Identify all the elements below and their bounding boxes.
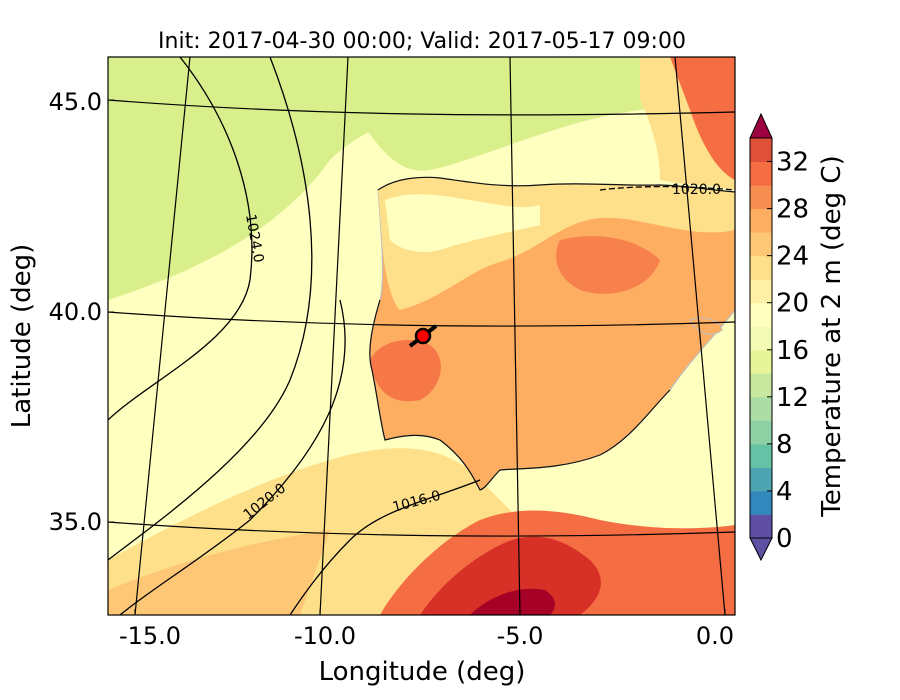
- hot-patch-ebro: [556, 236, 660, 294]
- colorbar-band: [750, 349, 772, 374]
- colorbar-band: [750, 208, 772, 233]
- colorbar-band: [750, 232, 772, 257]
- x-tick-label: -15.0: [119, 622, 181, 650]
- cantabrian-cool: [385, 194, 540, 252]
- hot-patch-portugal: [370, 340, 441, 402]
- graticule: [108, 57, 735, 615]
- isobar-1020-north: [599, 185, 735, 191]
- colorbar-tick-label: 4: [776, 477, 793, 507]
- isobar-1022: [108, 57, 313, 561]
- colorbar-band: [750, 420, 772, 445]
- meridian-neg10: [319, 57, 349, 615]
- colorbar-band: [750, 396, 772, 421]
- colorbar-under-arrow: [749, 537, 773, 562]
- meridian-0: [674, 57, 726, 615]
- x-axis: -15.0 -10.0 -5.0 0.0 Longitude (deg): [119, 609, 734, 687]
- colorbar-tick-label: 16: [776, 336, 809, 366]
- colorbar-band: [750, 514, 772, 539]
- south-coastline: [369, 299, 671, 491]
- location-marker: [414, 327, 432, 345]
- isobar-1016: [289, 479, 481, 615]
- colorbar-bands: [750, 138, 772, 539]
- colorbar-tick-label: 12: [776, 383, 809, 413]
- colorbar-label: Temperature at 2 m (deg C): [817, 155, 847, 517]
- colorbar-tick-label: 28: [776, 195, 809, 225]
- north-coastline: [377, 176, 735, 193]
- colorbar-tick-label: 24: [776, 242, 809, 272]
- bay-of-biscay: [330, 57, 735, 171]
- sea-warmer-band: [108, 530, 330, 615]
- colorbar-tick-label: 8: [776, 430, 793, 460]
- atlas-extreme: [470, 588, 555, 615]
- isobars: [108, 57, 735, 615]
- colorbar-band: [750, 373, 772, 398]
- meridian-neg5: [509, 57, 521, 615]
- colorbar-band: [750, 443, 772, 468]
- colorbar-tick-label: 0: [776, 524, 793, 554]
- y-axis-label: Latitude (deg): [7, 244, 37, 429]
- colorbar-band: [750, 161, 772, 186]
- colorbar-tick-label: 32: [776, 148, 809, 178]
- x-axis-label: Longitude (deg): [319, 657, 526, 687]
- isobar-label-1020-north: 1020.0: [672, 182, 721, 198]
- morocco-hot: [420, 536, 601, 615]
- colorbar-band: [750, 326, 772, 351]
- colorbar-band: [750, 279, 772, 304]
- colorbar-band: [750, 138, 772, 163]
- colorbar-over-arrow: [749, 112, 773, 139]
- x-tick-label: -5.0: [497, 622, 544, 650]
- colorbar-band: [750, 490, 772, 515]
- parallel-35: [108, 521, 735, 537]
- meridian-neg15: [134, 57, 191, 615]
- france-hot: [670, 57, 735, 180]
- chart-title: Init: 2017-04-30 00:00; Valid: 2017-05-1…: [158, 29, 686, 54]
- isobar-1024: [108, 57, 253, 421]
- parallel-40: [108, 311, 735, 327]
- y-tick-label: 35.0: [49, 508, 102, 536]
- y-axis: 45.0 40.0 35.0 Latitude (deg): [7, 88, 114, 536]
- parallel-45: [108, 99, 735, 116]
- colorbar-band: [750, 185, 772, 210]
- y-tick-label: 40.0: [49, 298, 102, 326]
- colorbar-frame: [749, 137, 773, 539]
- x-tick-label: 0.0: [696, 622, 734, 650]
- map-frame: [107, 56, 736, 616]
- colorbar-band: [750, 302, 772, 327]
- map-area: 1024.0 1020.0 1016.0 1020.0: [108, 57, 735, 615]
- colorbar-band: [750, 467, 772, 492]
- colorbar-tick-label: 20: [776, 289, 809, 319]
- x-tick-label: -10.0: [294, 622, 356, 650]
- colorbar: 0 4 8 12 16 20 24 28 32 Temperature at 2 m (deg …: [749, 112, 847, 562]
- colorbar-ticks: 0 4 8 12 16 20 24 28 32: [767, 148, 809, 554]
- isobar-1020: [119, 299, 346, 615]
- colorbar-band: [750, 255, 772, 280]
- y-tick-label: 45.0: [49, 88, 102, 116]
